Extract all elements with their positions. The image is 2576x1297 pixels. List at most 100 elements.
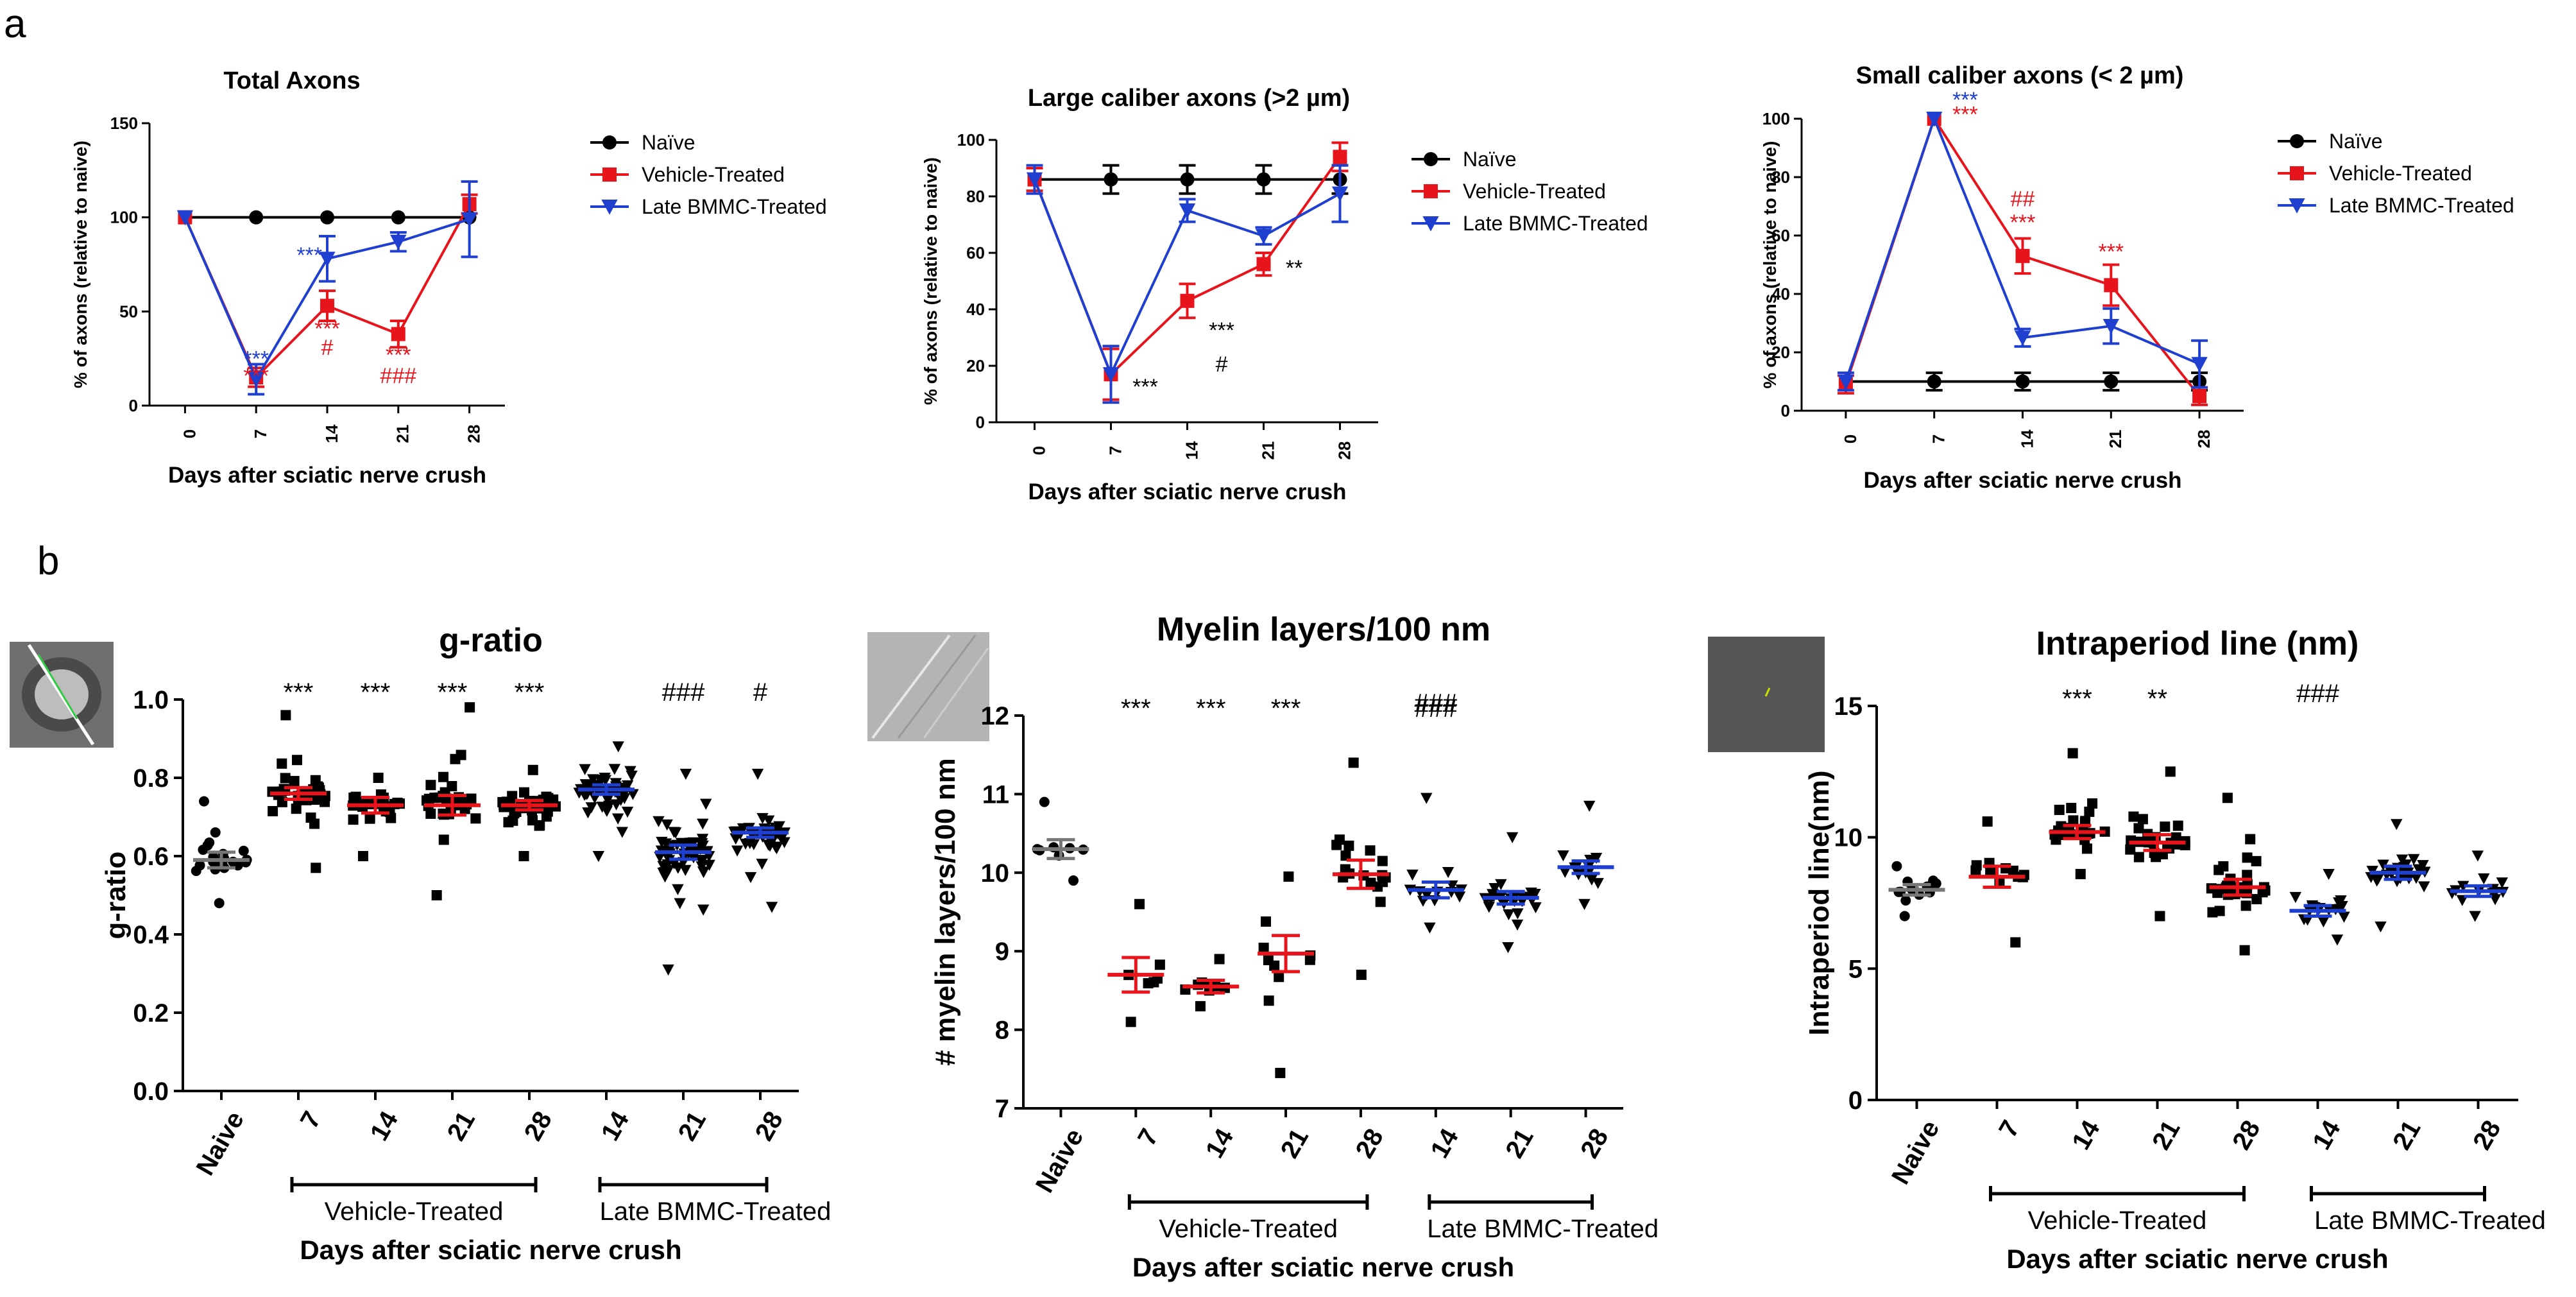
dot-chart-2-y-tick-label: 11 <box>982 780 1009 809</box>
dot-chart-1-data-point <box>765 902 778 913</box>
chart-2-series-2-point <box>1333 150 1347 164</box>
dot-chart-2-data-point <box>1195 1001 1206 1011</box>
dot-chart-3-data-point <box>2457 880 2469 892</box>
dot-chart-1-data-point <box>450 753 461 764</box>
dot-chart-3-data-point <box>2407 854 2420 865</box>
dot-chart-1-data-point <box>668 827 680 838</box>
chart-2-y-tick-label: 100 <box>957 130 985 150</box>
dot-chart-3-data-point <box>2240 900 2251 911</box>
dot-chart-3-y-tick-label: 0 <box>1848 1087 1863 1115</box>
dot-chart-1-data-point <box>579 764 591 775</box>
dot-chart-1-y-label: g-ratio <box>100 852 132 940</box>
chart-2-legend-label: Vehicle-Treated <box>1463 180 1606 203</box>
chart-3-series-3-point <box>2191 357 2208 372</box>
dot-chart-3-data-point <box>2323 868 2335 880</box>
chart-3-legend-marker <box>2290 134 2304 148</box>
chart-2-series-3-point <box>1331 186 1349 202</box>
dot-chart-3-x-tick-label: 28 <box>2227 1116 2265 1155</box>
chart-3-series-1-point <box>1927 374 1941 389</box>
dot-chart-3-data-point <box>2081 843 2092 854</box>
chart-3-legend-label: Naïve <box>2329 130 2383 153</box>
dot-chart-1-x-tick-label: 7 <box>295 1107 327 1133</box>
chart-3-legend-marker <box>2289 198 2305 214</box>
dot-chart-1-data-point <box>744 872 757 884</box>
dot-chart-1-data-point <box>695 838 708 850</box>
dot-chart-3-data-point <box>2338 911 2350 923</box>
dot-chart-3-data-point <box>1970 865 1981 876</box>
chart-3-y-tick-label: 80 <box>1771 167 1790 187</box>
dot-chart-1-data-point <box>519 787 530 798</box>
dot-chart-1-y-tick-label: 1.0 <box>133 686 169 714</box>
dot-chart-3-significance-mark: *** <box>2062 685 2092 713</box>
dot-chart-3-data-point <box>2010 937 2021 948</box>
dot-chart-3-data-point <box>2375 921 2387 933</box>
chart-3-x-tick-label: 21 <box>2106 430 2125 449</box>
dot-chart-1-data-point <box>585 802 598 814</box>
dot-chart-2-group-significance-mark: ### <box>1414 689 1457 717</box>
chart-3-legend-label: Vehicle-Treated <box>2329 162 2472 185</box>
dot-chart-3-significance-mark: ** <box>2147 685 2167 713</box>
dot-chart-1-data-point <box>778 837 790 848</box>
chart-1-x-tick-label: 0 <box>180 429 199 438</box>
dot-chart-3-data-point <box>2251 855 2262 866</box>
dot-chart-1-data-point <box>425 808 436 819</box>
chart-3-x-tick-label: 7 <box>1929 434 1949 443</box>
dot-chart-2-data-point <box>1275 1067 1286 1078</box>
line-chart-2: Large caliber axons (>2 µm) 0 20 40 60 80 100 0… <box>921 85 1648 504</box>
dot-chart-3-data-point <box>2067 748 2078 759</box>
dot-chart-1-group-label: Vehicle-Treated <box>325 1198 504 1226</box>
dot-chart-3-data-point <box>2391 819 2403 830</box>
chart-3-series-2-point <box>2104 278 2119 293</box>
dot-chart-3-data-point <box>2207 907 2218 918</box>
dot-chart-2-data-point <box>1260 916 1271 927</box>
dot-chart-3-data-point <box>2471 850 2484 862</box>
chart-1-y-tick-label: 150 <box>110 114 138 133</box>
chart-3-y-tick-label: 20 <box>1771 343 1790 362</box>
chart-3-series-3-point <box>1838 374 1854 390</box>
dot-chart-1-data-point <box>470 813 481 824</box>
dot-chart-2-data-point <box>1258 942 1269 953</box>
dot-chart-2-data-point <box>1502 942 1514 954</box>
dot-chart-1-significance-mark: *** <box>515 678 545 707</box>
dot-chart-3-y-label: Intraperiod line(nm) <box>1804 770 1835 1035</box>
dot-chart-1-y-tick-label: 0.0 <box>133 1078 169 1106</box>
dot-chart-2-data-point <box>1340 864 1351 875</box>
dot-chart-3-data-point <box>1982 816 1993 827</box>
chart-1-y-tick-label: 100 <box>110 208 138 227</box>
dot-chart-2-y-label: # myelin layers/100 nm <box>930 758 961 1065</box>
dot-chart-1-significance-mark: *** <box>284 678 314 707</box>
chart-1-series-3-point <box>176 210 194 226</box>
dot-chart-1-data-point <box>657 861 669 872</box>
chart-2-x-label: Days after sciatic nerve crush <box>1028 479 1346 504</box>
dot-chart-1-data-point <box>198 845 209 855</box>
dot-chart-3-title: Intraperiod line (nm) <box>2036 625 2359 662</box>
micrograph-thumbnail-g-ratio <box>10 642 114 748</box>
chart-3-y-tick-label: 60 <box>1771 226 1790 245</box>
dot-chart-3-data-point <box>2172 820 2183 831</box>
dot-chart-1-data-point <box>674 898 686 909</box>
dot-chart-1-data-point <box>503 817 514 828</box>
chart-1-series-3-point <box>319 252 336 267</box>
dot-chart-1-data-point <box>534 820 545 830</box>
dot-chart-2: Myelin layers/100 nm 7 8 9 10 11 12 Naive 7 14 21 2… <box>930 611 1659 1282</box>
line-chart-3: Small caliber axons (< 2 µm) 0 20 40 60 80 100… <box>1760 62 2514 493</box>
dot-chart-2-x-tick-label: 7 <box>1132 1124 1164 1151</box>
dot-chart-1-data-point <box>318 793 329 803</box>
dot-chart-2-data-point <box>1512 908 1524 920</box>
chart-2-legend-marker <box>1422 216 1439 232</box>
dot-chart-2-data-point <box>1134 898 1145 909</box>
chart-3-series-2-point <box>2015 248 2030 263</box>
dot-chart-1-data-point <box>310 795 321 805</box>
dot-chart-3-y-tick-label: 10 <box>1834 824 1863 852</box>
chart-2-series-2-point <box>1256 257 1271 271</box>
dot-chart-1-x-tick-label: 28 <box>750 1107 789 1146</box>
dot-chart-1-data-point <box>747 839 760 850</box>
chart-3-x-tick-label: 28 <box>2194 430 2213 449</box>
dot-chart-3-data-point <box>2410 873 2423 884</box>
dot-chart-2-data-point <box>1365 845 1376 856</box>
dot-chart-1-data-point <box>751 768 764 780</box>
dot-chart-2-x-tick-label: 14 <box>1426 1124 1465 1163</box>
dot-chart-1-data-point <box>653 816 665 827</box>
dot-chart-3-data-point <box>2133 823 2144 834</box>
dot-chart-2-data-point <box>1343 840 1354 851</box>
